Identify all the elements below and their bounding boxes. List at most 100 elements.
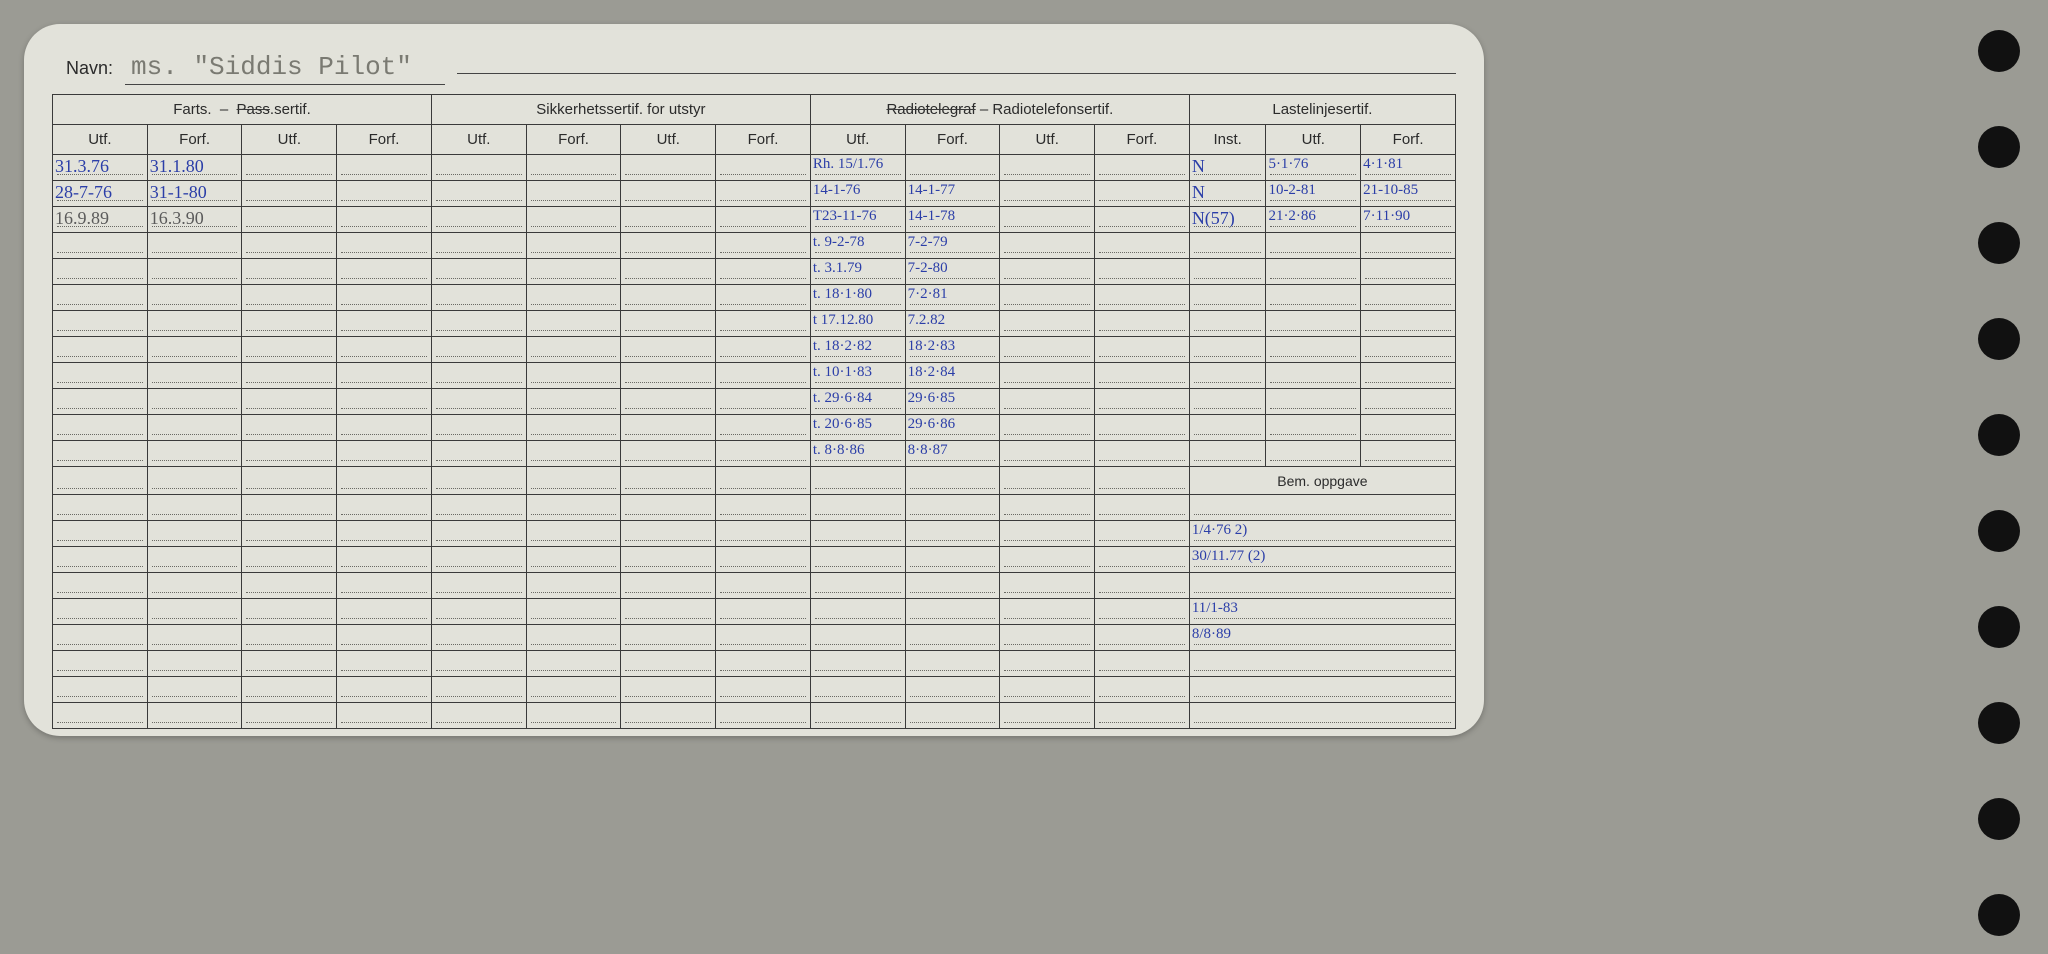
- handwritten-entry: N: [1190, 155, 1266, 175]
- radio-forf: [905, 599, 1000, 625]
- table-row: 28-7-7631-1-8014-1-7614-1-77N10-2-8121-1…: [53, 181, 1456, 207]
- sikkerhet-cell: [716, 363, 811, 389]
- radio-forf2: [1095, 625, 1190, 651]
- table-row: 31.3.7631.1.80Rh. 15/1.76N5·1·764·1·81: [53, 155, 1456, 181]
- sikkerhet-cell: [431, 625, 526, 651]
- laste-forf: 7·11·90: [1361, 207, 1456, 233]
- radio-utf2: [1000, 495, 1095, 521]
- sikkerhet-cell: [526, 495, 621, 521]
- handwritten-entry: t. 9-2-78: [811, 233, 905, 250]
- sikkerhet-cell: [526, 155, 621, 181]
- col-header: Forf.: [716, 125, 811, 155]
- laste-inst: N: [1189, 181, 1266, 207]
- farts-forf: [147, 651, 242, 677]
- farts-forf2: [337, 677, 432, 703]
- laste-forf: [1361, 233, 1456, 259]
- farts-forf: [147, 547, 242, 573]
- handwritten-entry: t 17.12.80: [811, 311, 905, 328]
- table-row: t. 8·8·868·8·87: [53, 441, 1456, 467]
- col-header: Forf.: [337, 125, 432, 155]
- radio-utf2: [1000, 233, 1095, 259]
- radio-utf: Rh. 15/1.76: [810, 155, 905, 181]
- radio-utf: t. 18·1·80: [810, 285, 905, 311]
- radio-title: Radiotelegraf – Radiotelefonsertif.: [886, 101, 1113, 118]
- laste-utf: [1266, 363, 1361, 389]
- col-header: Forf.: [526, 125, 621, 155]
- handwritten-entry: 7·2·81: [906, 285, 1000, 302]
- laste-forf: [1361, 311, 1456, 337]
- table-row: 11/1-83: [53, 599, 1456, 625]
- radio-forf: 7.2.82: [905, 311, 1000, 337]
- col-header: Utf.: [242, 125, 337, 155]
- farts-utf: [53, 415, 148, 441]
- col-header: Utf.: [621, 125, 716, 155]
- laste-inst: N: [1189, 155, 1266, 181]
- farts-utf: [53, 703, 148, 729]
- table-row: t. 10·1·8318·2·84: [53, 363, 1456, 389]
- farts-utf2: [242, 521, 337, 547]
- table-row: t. 9-2-787-2-79: [53, 233, 1456, 259]
- hole: [1978, 894, 2020, 936]
- sikkerhet-cell: [621, 651, 716, 677]
- certificate-table: Farts. – Pass.sertif. Sikkerhetssertif. …: [52, 94, 1456, 729]
- farts-utf: [53, 337, 148, 363]
- table-row: [53, 677, 1456, 703]
- handwritten-entry: 7-2-79: [906, 233, 1000, 250]
- farts-utf2: [242, 495, 337, 521]
- sikkerhet-cell: [526, 677, 621, 703]
- radio-forf: 29·6·86: [905, 415, 1000, 441]
- radio-utf: t 17.12.80: [810, 311, 905, 337]
- sikkerhet-cell: [716, 573, 811, 599]
- radio-utf: [810, 677, 905, 703]
- sikkerhet-cell: [621, 155, 716, 181]
- sikkerhet-cell: [431, 155, 526, 181]
- sikkerhet-cell: [716, 495, 811, 521]
- farts-utf2: [242, 285, 337, 311]
- sikkerhet-cell: [716, 337, 811, 363]
- table-row: [53, 495, 1456, 521]
- table-row: t. 18·2·8218·2·83: [53, 337, 1456, 363]
- sikkerhet-cell: [716, 703, 811, 729]
- sikkerhet-cell: [526, 233, 621, 259]
- sikkerhet-cell: [431, 233, 526, 259]
- farts-forf2: [337, 181, 432, 207]
- radio-forf2: [1095, 181, 1190, 207]
- radio-utf: t. 20·6·85: [810, 415, 905, 441]
- laste-utf: [1266, 233, 1361, 259]
- handwritten-entry: N: [1190, 181, 1266, 201]
- radio-forf2: [1095, 155, 1190, 181]
- radio-forf: [905, 677, 1000, 703]
- handwritten-entry: 8·8·87: [906, 441, 1000, 458]
- handwritten-entry: 21-10-85: [1361, 181, 1455, 198]
- handwritten-entry: 30/11.77 (2): [1190, 547, 1455, 564]
- sikkerhet-cell: [526, 651, 621, 677]
- handwritten-entry: 7.2.82: [906, 311, 1000, 328]
- radio-forf: [905, 155, 1000, 181]
- radio-utf: t. 10·1·83: [810, 363, 905, 389]
- sikkerhet-cell: [431, 181, 526, 207]
- laste-utf: [1266, 285, 1361, 311]
- radio-utf2: [1000, 703, 1095, 729]
- table-row: [53, 573, 1456, 599]
- farts-utf2: [242, 311, 337, 337]
- farts-utf2: [242, 547, 337, 573]
- bem-header: Bem. oppgave: [1189, 467, 1455, 495]
- radio-forf: 8·8·87: [905, 441, 1000, 467]
- farts-utf2: [242, 467, 337, 495]
- sikkerhet-cell: [621, 573, 716, 599]
- handwritten-entry: 14-1-77: [906, 181, 1000, 198]
- farts-forf2: [337, 311, 432, 337]
- farts-forf: [147, 599, 242, 625]
- farts-forf2: [337, 521, 432, 547]
- farts-forf: [147, 285, 242, 311]
- handwritten-entry: t. 8·8·86: [811, 441, 905, 458]
- farts-forf2: [337, 337, 432, 363]
- radio-utf2: [1000, 415, 1095, 441]
- sikkerhet-cell: [716, 233, 811, 259]
- laste-utf: 5·1·76: [1266, 155, 1361, 181]
- farts-forf: [147, 521, 242, 547]
- radio-forf: 18·2·84: [905, 363, 1000, 389]
- radio-forf2: [1095, 703, 1190, 729]
- farts-forf2: [337, 389, 432, 415]
- radio-forf2: [1095, 389, 1190, 415]
